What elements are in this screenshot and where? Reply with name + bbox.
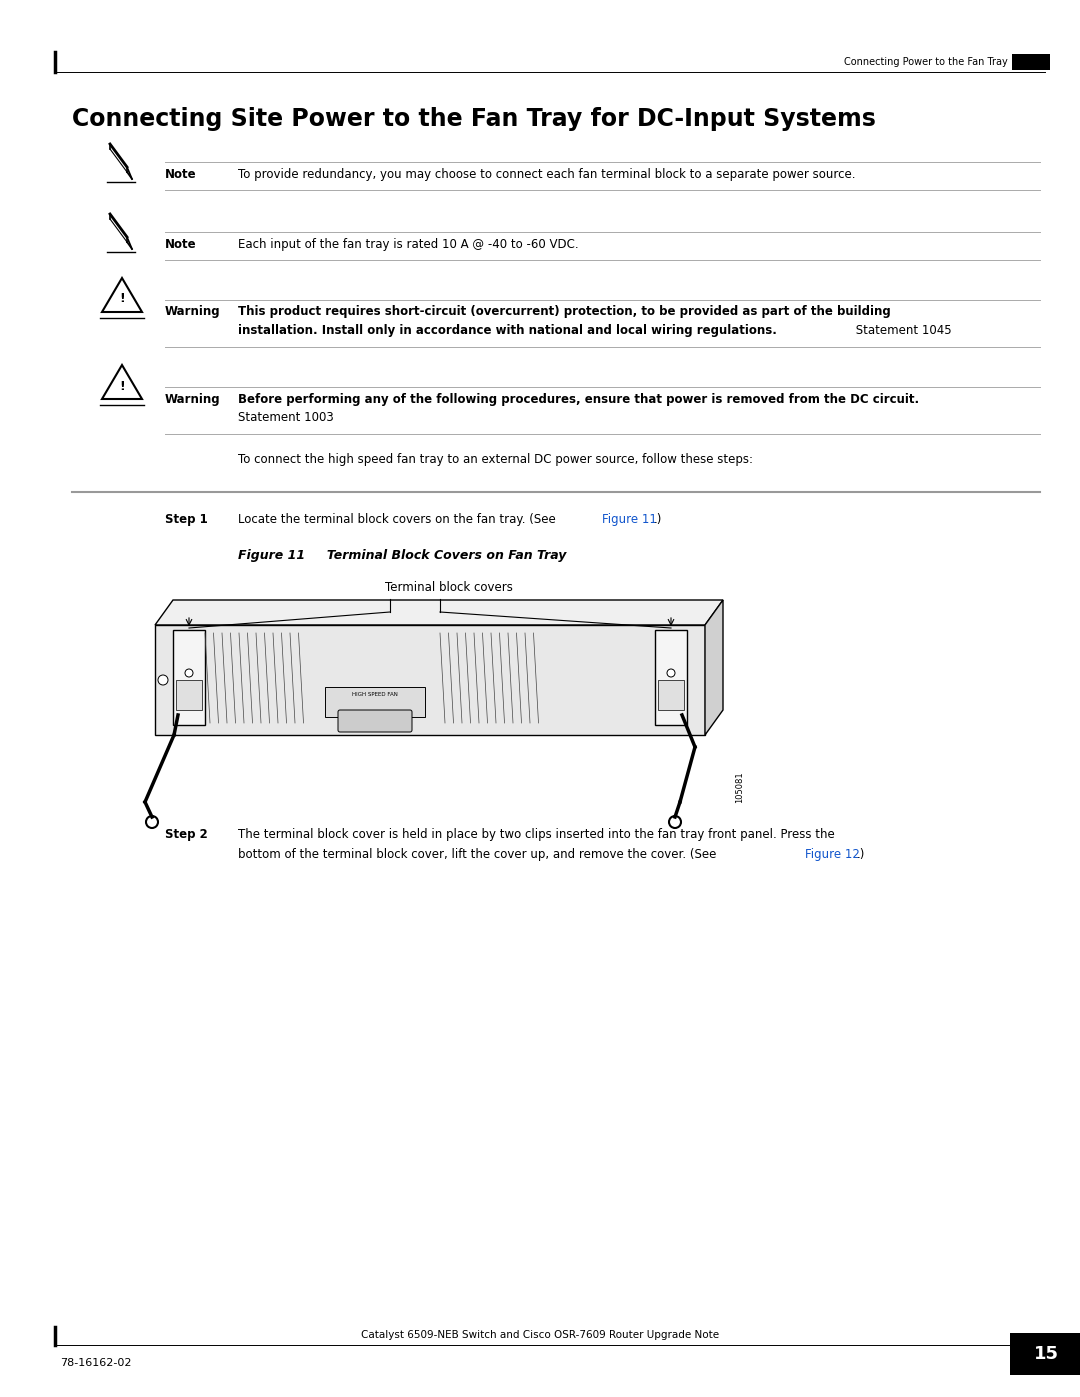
Text: bottom of the terminal block cover, lift the cover up, and remove the cover. (Se: bottom of the terminal block cover, lift… — [238, 848, 720, 861]
Text: Catalyst 6509-NEB Switch and Cisco OSR-7609 Router Upgrade Note: Catalyst 6509-NEB Switch and Cisco OSR-7… — [361, 1330, 719, 1340]
Text: !: ! — [119, 292, 125, 306]
FancyBboxPatch shape — [338, 710, 411, 732]
Text: 78-16162-02: 78-16162-02 — [60, 1358, 132, 1368]
Polygon shape — [156, 599, 723, 624]
Text: The terminal block cover is held in place by two clips inserted into the fan tra: The terminal block cover is held in plac… — [238, 827, 835, 841]
Bar — [1012, 54, 1050, 70]
Polygon shape — [102, 365, 141, 400]
Bar — [173, 630, 205, 725]
Text: Figure 12: Figure 12 — [805, 848, 860, 861]
Text: To provide redundancy, you may choose to connect each fan terminal block to a se: To provide redundancy, you may choose to… — [238, 168, 855, 180]
Text: Note: Note — [165, 168, 197, 180]
Text: Locate the terminal block covers on the fan tray. (See: Locate the terminal block covers on the … — [238, 513, 559, 525]
Text: Step 2: Step 2 — [165, 827, 207, 841]
Text: Step 1: Step 1 — [165, 513, 207, 525]
Text: Statement 1045: Statement 1045 — [852, 324, 951, 337]
Bar — [325, 687, 426, 717]
Text: 105081: 105081 — [735, 771, 744, 803]
Polygon shape — [705, 599, 723, 735]
Text: .): .) — [858, 848, 865, 861]
Text: .): .) — [654, 513, 662, 525]
Text: Warning: Warning — [165, 306, 220, 319]
Bar — [1010, 1333, 1080, 1375]
Text: Note: Note — [165, 237, 197, 250]
Text: Terminal Block Covers on Fan Tray: Terminal Block Covers on Fan Tray — [305, 549, 566, 562]
Text: 15: 15 — [1034, 1345, 1058, 1363]
Text: Statement 1003: Statement 1003 — [238, 411, 334, 423]
Circle shape — [669, 816, 681, 828]
Text: Figure 11: Figure 11 — [238, 549, 306, 562]
Text: Each input of the fan tray is rated 10 A @ -40 to -60 VDC.: Each input of the fan tray is rated 10 A… — [238, 237, 579, 250]
Circle shape — [667, 669, 675, 678]
Text: This product requires short-circuit (overcurrent) protection, to be provided as : This product requires short-circuit (ove… — [238, 306, 891, 319]
Text: Figure 11: Figure 11 — [602, 513, 657, 525]
Text: Warning: Warning — [165, 393, 220, 405]
Circle shape — [146, 816, 158, 828]
Text: !: ! — [119, 380, 125, 393]
Text: installation. Install only in accordance with national and local wiring regulati: installation. Install only in accordance… — [238, 324, 777, 337]
Polygon shape — [102, 278, 141, 312]
Bar — [654, 630, 687, 725]
Text: Connecting Site Power to the Fan Tray for DC-Input Systems: Connecting Site Power to the Fan Tray fo… — [72, 108, 876, 131]
Bar — [176, 680, 202, 710]
Circle shape — [185, 669, 193, 678]
Circle shape — [158, 675, 168, 685]
Text: Terminal block covers: Terminal block covers — [384, 581, 513, 594]
Text: Connecting Power to the Fan Tray: Connecting Power to the Fan Tray — [845, 57, 1008, 67]
Bar — [156, 624, 705, 735]
Text: HIGH SPEED FAN: HIGH SPEED FAN — [352, 693, 397, 697]
Bar — [658, 680, 684, 710]
Text: Before performing any of the following procedures, ensure that power is removed : Before performing any of the following p… — [238, 393, 919, 405]
Text: To connect the high speed fan tray to an external DC power source, follow these : To connect the high speed fan tray to an… — [238, 453, 753, 465]
